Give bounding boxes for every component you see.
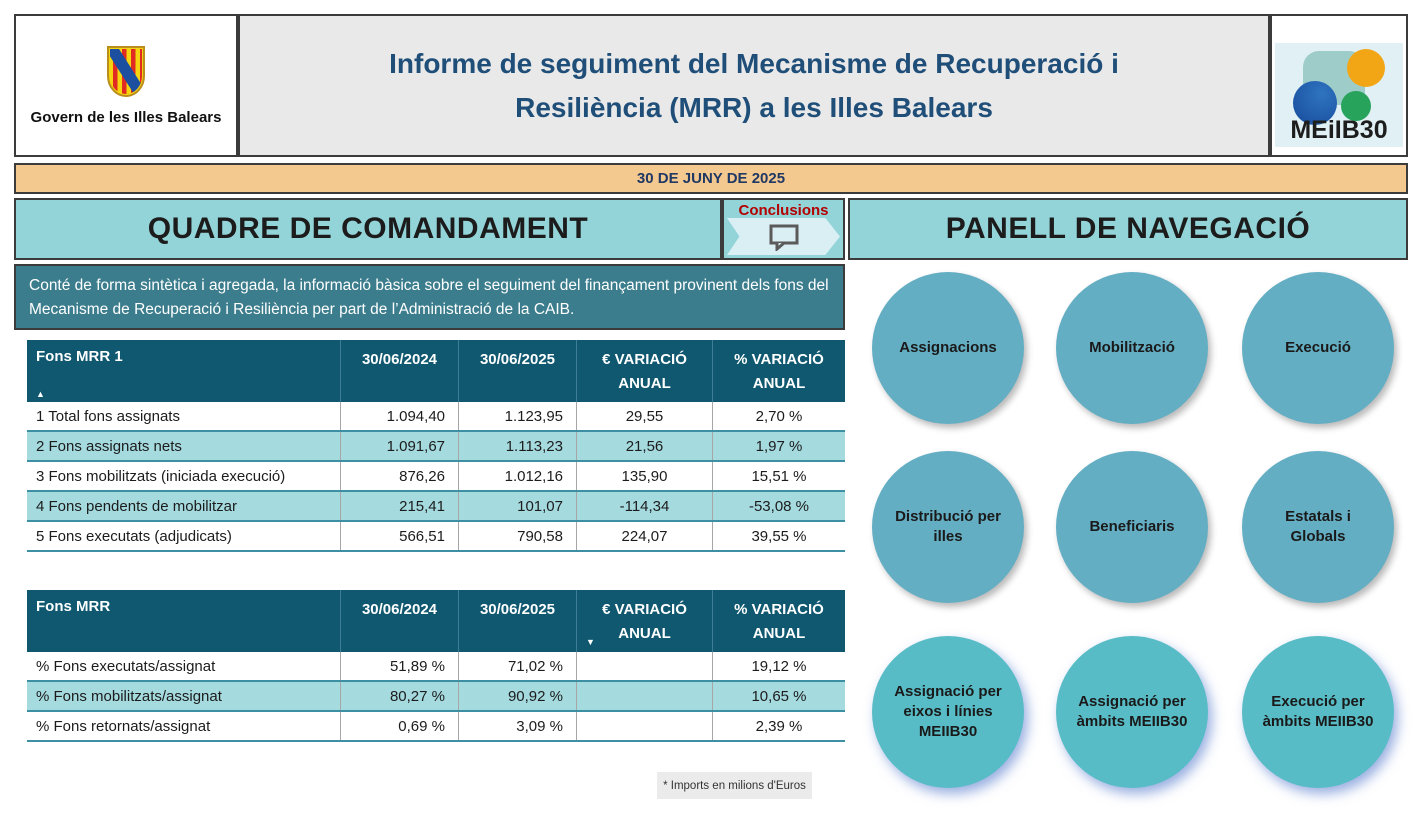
table2-title: Fons MRR — [36, 598, 111, 615]
value-2024: 1.091,67 — [340, 432, 458, 460]
value-2024: 1.094,40 — [340, 402, 458, 430]
fons-mrr-table-2: Fons MRR 30/06/2024 30/06/2025 € VARIACI… — [27, 590, 845, 742]
value-var-pct: 1,97 % — [712, 432, 845, 460]
table2-header-row: Fons MRR 30/06/2024 30/06/2025 € VARIACI… — [27, 590, 845, 652]
table-row: 3 Fons mobilitzats (iniciada execució) 8… — [27, 462, 845, 492]
sort-desc-icon: ▼ — [586, 636, 595, 647]
value-var-eur: -114,34 — [576, 492, 712, 520]
table1-header-2025[interactable]: 30/06/2025 — [458, 340, 576, 402]
table-row: 4 Fons pendents de mobilitzar 215,41 101… — [27, 492, 845, 522]
nav-circle-execucio-ambits[interactable]: Execució per àmbits MEIIB30 — [1242, 636, 1394, 788]
table1-title: Fons MRR 1 — [36, 348, 123, 365]
sort-asc-icon: ▲ — [36, 389, 45, 399]
section-title-quadre: QUADRE DE COMANDAMENT — [14, 198, 722, 260]
value-2024: 215,41 — [340, 492, 458, 520]
table1-header-var-eur[interactable]: € VARIACIÓ ANUAL — [576, 340, 712, 402]
value-var-eur — [576, 682, 712, 710]
dashboard-description: Conté de forma sintètica i agregada, la … — [14, 264, 845, 330]
report-date-bar: 30 DE JUNY DE 2025 — [14, 163, 1408, 194]
nav-circle-assignacions[interactable]: Assignacions — [872, 272, 1024, 424]
nav-circle-beneficiaris[interactable]: Beneficiaris — [1056, 451, 1208, 603]
value-var-eur — [576, 652, 712, 680]
value-var-pct: 15,51 % — [712, 462, 845, 490]
nav-circle-estatals-globals[interactable]: Estatals i Globals — [1242, 451, 1394, 603]
meiib30-logo-art: MEiIB30 — [1275, 43, 1403, 147]
value-var-pct: 39,55 % — [712, 522, 845, 550]
value-2025: 90,92 % — [458, 682, 576, 710]
table2-header-2024[interactable]: 30/06/2024 — [340, 590, 458, 652]
conclusions-button-label: Conclusions — [738, 202, 829, 219]
value-2025: 71,02 % — [458, 652, 576, 680]
row-label: % Fons executats/assignat — [36, 657, 216, 675]
table1-header-var-pct[interactable]: % VARIACIÓ ANUAL — [712, 340, 845, 402]
conclusions-button[interactable]: Conclusions — [722, 198, 845, 260]
meiib30-logo-label: MEiIB30 — [1290, 116, 1388, 144]
report-title-box: Informe de seguiment del Mecanisme de Re… — [238, 14, 1270, 157]
value-var-pct: -53,08 % — [712, 492, 845, 520]
row-label: 5 Fons executats (adjudicats) — [36, 527, 232, 545]
value-var-eur: 135,90 — [576, 462, 712, 490]
row-label: 2 Fons assignats nets — [36, 437, 182, 455]
imports-footnote: * Imports en milions d'Euros — [657, 772, 812, 799]
value-2025: 1.113,23 — [458, 432, 576, 460]
value-var-eur — [576, 712, 712, 740]
nav-circle-execucio[interactable]: Execució — [1242, 272, 1394, 424]
table2-header-2025[interactable]: 30/06/2025 — [458, 590, 576, 652]
table-row: % Fons executats/assignat 51,89 % 71,02 … — [27, 652, 845, 682]
value-var-eur: 224,07 — [576, 522, 712, 550]
value-2025: 3,09 % — [458, 712, 576, 740]
speech-bubble-icon — [769, 224, 798, 251]
value-2024: 566,51 — [340, 522, 458, 550]
value-2024: 51,89 % — [340, 652, 458, 680]
table-row: % Fons mobilitzats/assignat 80,27 % 90,9… — [27, 682, 845, 712]
govern-coat-of-arms-icon — [107, 46, 145, 98]
value-2025: 1.012,16 — [458, 462, 576, 490]
meiib30-green-dot-icon — [1341, 91, 1371, 121]
row-label: 1 Total fons assignats — [36, 407, 180, 425]
page-title: Informe de seguiment del Mecanisme de Re… — [389, 48, 1119, 123]
value-var-pct: 10,65 % — [712, 682, 845, 710]
fons-mrr-table-1: Fons MRR 1 ▲ 30/06/2024 30/06/2025 € VAR… — [27, 340, 845, 552]
table1-header-row: Fons MRR 1 ▲ 30/06/2024 30/06/2025 € VAR… — [27, 340, 845, 402]
section-title-panell: PANELL DE NAVEGACIÓ — [848, 198, 1408, 260]
table-row: 5 Fons executats (adjudicats) 566,51 790… — [27, 522, 845, 552]
value-2025: 101,07 — [458, 492, 576, 520]
value-var-eur: 21,56 — [576, 432, 712, 460]
nav-circle-mobilitzacio[interactable]: Mobilització — [1056, 272, 1208, 424]
table-row: % Fons retornats/assignat 0,69 % 3,09 % … — [27, 712, 845, 742]
nav-circle-assignacio-eixos[interactable]: Assignació per eixos i línies MEIIB30 — [872, 636, 1024, 788]
govern-logo-box: Govern de les Illes Balears — [14, 14, 238, 157]
value-2025: 790,58 — [458, 522, 576, 550]
row-label: 4 Fons pendents de mobilitzar — [36, 497, 237, 515]
value-2024: 0,69 % — [340, 712, 458, 740]
table1-header-title[interactable]: Fons MRR 1 ▲ — [27, 340, 340, 402]
table1-header-2024[interactable]: 30/06/2024 — [340, 340, 458, 402]
meiib30-logo: MEiIB30 — [1270, 14, 1408, 157]
table2-header-title[interactable]: Fons MRR — [27, 590, 340, 652]
meiib30-orange-dot-icon — [1347, 49, 1385, 87]
value-var-eur: 29,55 — [576, 402, 712, 430]
value-var-pct: 2,39 % — [712, 712, 845, 740]
nav-circle-assignacio-ambits[interactable]: Assignació per àmbits MEIIB30 — [1056, 636, 1208, 788]
table-row: 1 Total fons assignats 1.094,40 1.123,95… — [27, 402, 845, 432]
row-label: % Fons retornats/assignat — [36, 717, 211, 735]
table-row: 2 Fons assignats nets 1.091,67 1.113,23 … — [27, 432, 845, 462]
row-label: % Fons mobilitzats/assignat — [36, 687, 222, 705]
table2-header-var-pct[interactable]: % VARIACIÓ ANUAL — [712, 590, 845, 652]
conclusions-arrow-banner — [727, 218, 840, 255]
value-var-pct: 2,70 % — [712, 402, 845, 430]
value-2024: 876,26 — [340, 462, 458, 490]
govern-logo-label: Govern de les Illes Balears — [30, 109, 222, 126]
table2-header-var-eur[interactable]: € VARIACIÓ ANUAL ▼ — [576, 590, 712, 652]
meiib30-blue-dot-icon — [1293, 81, 1337, 125]
value-2024: 80,27 % — [340, 682, 458, 710]
value-2025: 1.123,95 — [458, 402, 576, 430]
row-label: 3 Fons mobilitzats (iniciada execució) — [36, 467, 286, 485]
value-var-pct: 19,12 % — [712, 652, 845, 680]
table2-var-eur-label: € VARIACIÓ ANUAL — [602, 601, 687, 642]
nav-circle-distribucio-illes[interactable]: Distribució per illes — [872, 451, 1024, 603]
